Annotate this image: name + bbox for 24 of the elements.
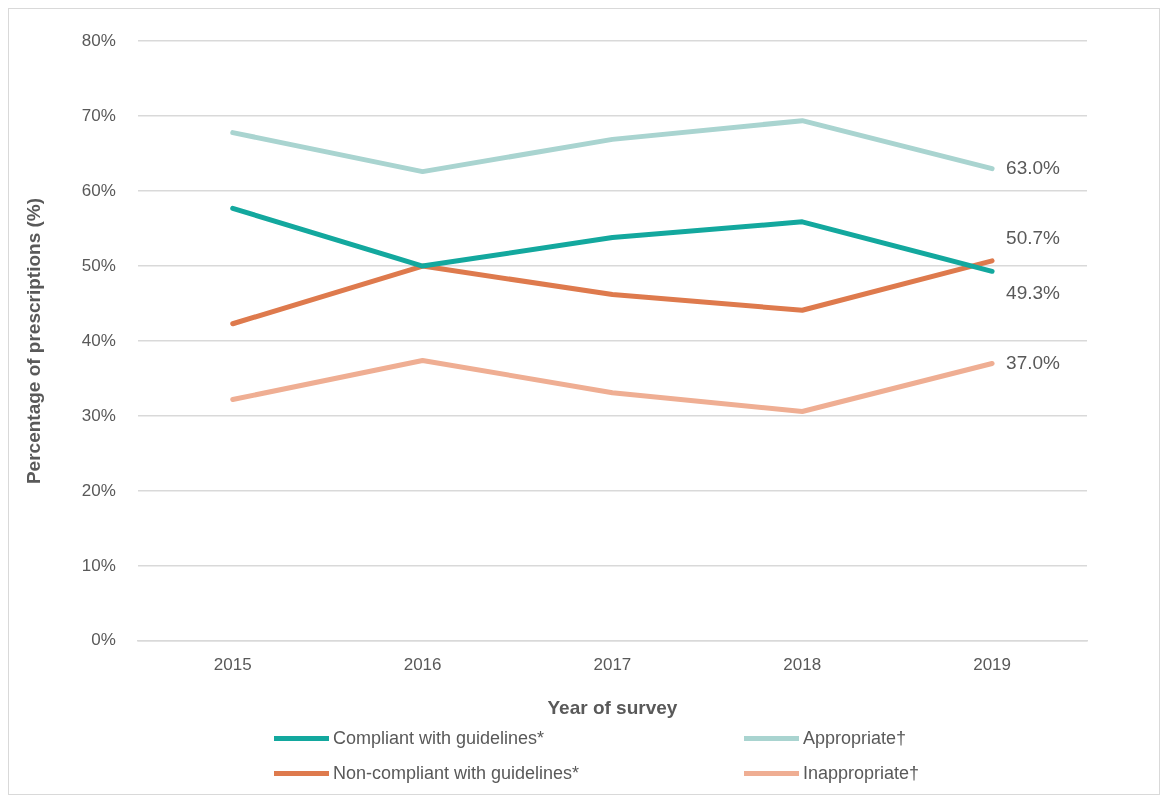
data-label: 63.0% xyxy=(1006,156,1061,178)
x-axis-title: Year of survey xyxy=(547,696,678,718)
data-label: 49.3% xyxy=(1006,281,1061,303)
legend-label: Appropriate† xyxy=(803,728,907,749)
y-tick-label: 80% xyxy=(81,30,116,50)
x-tick-label: 2017 xyxy=(593,654,632,674)
legend-label: Inappropriate† xyxy=(803,763,920,784)
y-tick-label: 0% xyxy=(91,630,116,650)
y-tick-label: 30% xyxy=(81,405,116,425)
legend-label: Non-compliant with guidelines* xyxy=(333,763,580,784)
y-tick-label: 50% xyxy=(81,255,116,275)
legend-label: Compliant with guidelines* xyxy=(333,728,545,749)
x-tick-label: 2016 xyxy=(403,654,442,674)
data-label: 37.0% xyxy=(1006,351,1061,373)
y-tick-label: 70% xyxy=(81,105,116,125)
y-tick-label: 60% xyxy=(81,180,116,200)
x-tick-label: 2019 xyxy=(973,654,1011,674)
data-label: 50.7% xyxy=(1006,227,1061,249)
x-tick-label: 2018 xyxy=(783,654,822,674)
y-axis-title: Percentage of prescriptions (%) xyxy=(22,197,44,485)
x-tick-label: 2015 xyxy=(213,654,252,674)
y-tick-label: 20% xyxy=(81,480,116,500)
y-tick-label: 40% xyxy=(81,330,116,350)
y-tick-label: 10% xyxy=(81,555,116,575)
